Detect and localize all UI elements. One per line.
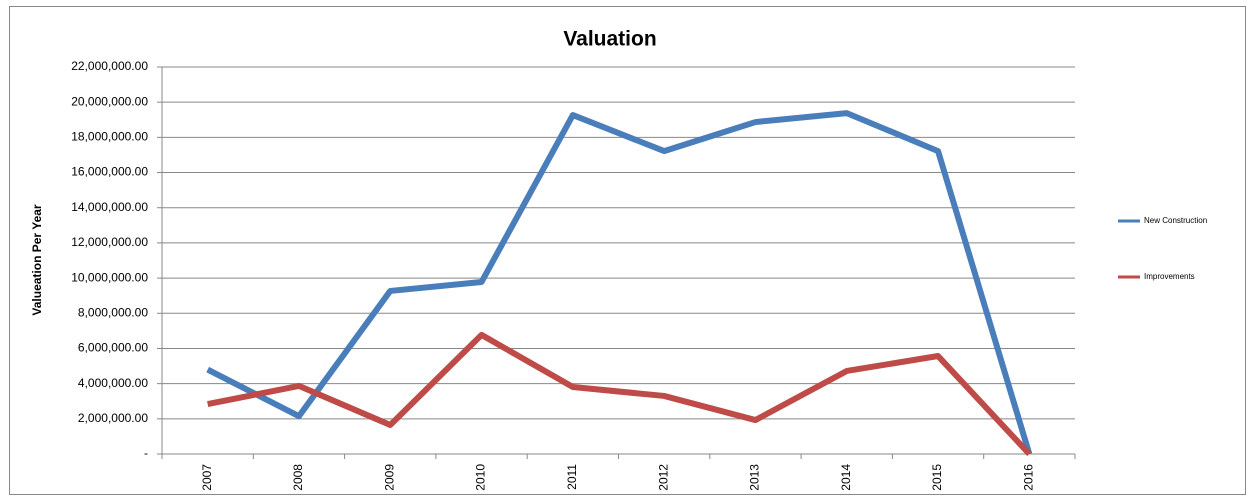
x-tick-label: 2010 bbox=[474, 464, 488, 491]
x-tick-label: 2013 bbox=[748, 464, 762, 491]
series-line bbox=[206, 110, 1033, 455]
y-tick-label: - bbox=[144, 446, 148, 460]
chart-title: Valuation bbox=[563, 28, 656, 51]
y-tick-label: 12,000,000.00 bbox=[71, 235, 148, 249]
x-tick-label: 2016 bbox=[1022, 464, 1036, 491]
legend-label: New Construction bbox=[1144, 216, 1207, 225]
x-tick-label: 2011 bbox=[565, 464, 579, 490]
legend-label: Improvements bbox=[1144, 272, 1195, 281]
y-tick-label: 18,000,000.00 bbox=[71, 130, 148, 144]
y-tick-label: 2,000,000.00 bbox=[78, 411, 148, 425]
chart-border bbox=[9, 6, 1246, 495]
y-tick-label: 6,000,000.00 bbox=[78, 341, 148, 355]
y-tick-label: 22,000,000.00 bbox=[71, 59, 148, 73]
series-line bbox=[207, 331, 1032, 457]
y-tick-label: 8,000,000.00 bbox=[78, 305, 148, 319]
x-tick-label: 2009 bbox=[382, 464, 396, 491]
y-tick-label: 4,000,000.00 bbox=[78, 376, 148, 390]
y-tick-label: 16,000,000.00 bbox=[71, 165, 148, 179]
x-tick-label: 2012 bbox=[656, 464, 670, 491]
y-axis-title: Valueation Per Year bbox=[30, 204, 44, 316]
x-tick-label: 2014 bbox=[839, 464, 853, 491]
y-tick-label: 10,000,000.00 bbox=[71, 270, 148, 284]
x-tick-label: 2015 bbox=[930, 464, 944, 491]
y-tick-label: 14,000,000.00 bbox=[71, 200, 148, 214]
y-tick-label: 20,000,000.00 bbox=[71, 94, 148, 108]
x-tick-label: 2008 bbox=[291, 464, 305, 491]
x-tick-label: 2007 bbox=[200, 464, 214, 491]
